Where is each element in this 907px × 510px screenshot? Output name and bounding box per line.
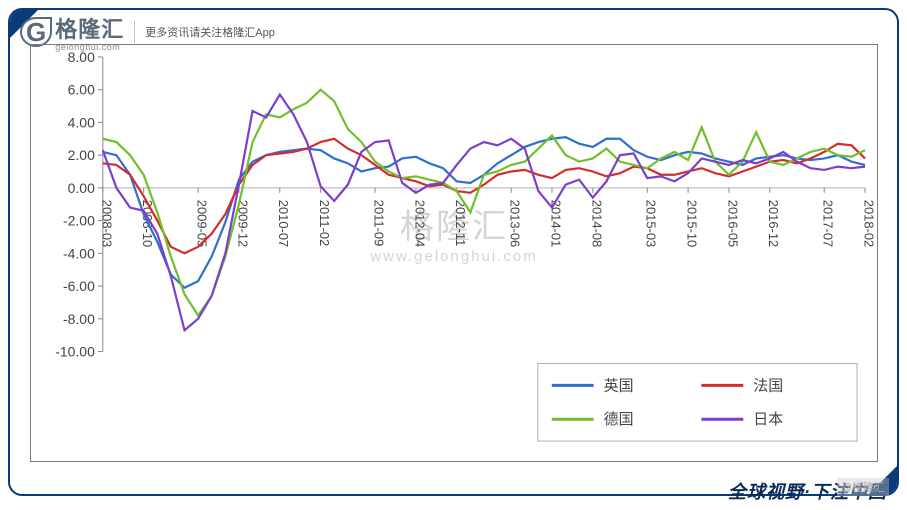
- legend-label: 法国: [753, 377, 783, 394]
- svg-text:2016-05: 2016-05: [725, 200, 740, 247]
- svg-text:2015-03: 2015-03: [644, 200, 659, 247]
- svg-text:2018-02: 2018-02: [862, 200, 877, 247]
- svg-text:2009-05: 2009-05: [195, 200, 210, 247]
- svg-text:2015-10: 2015-10: [685, 200, 700, 247]
- legend-box: [538, 363, 857, 441]
- svg-text:2011-09: 2011-09: [372, 200, 387, 246]
- logo-text: 格隆汇: [55, 12, 124, 44]
- chart-container: 格隆汇 www.gelonghui.com 8.006.004.002.000.…: [30, 44, 878, 462]
- svg-text:2016-12: 2016-12: [766, 200, 781, 247]
- header-note: 更多资讯请关注格隆汇App: [145, 24, 275, 40]
- svg-text:2010-07: 2010-07: [276, 200, 291, 247]
- footer-corner-watermark: @格隆汇: [837, 478, 889, 496]
- logo-glyph-icon: G: [20, 17, 52, 47]
- svg-text:2017-07: 2017-07: [821, 200, 836, 247]
- series-英国: [103, 137, 865, 288]
- series-法国: [103, 139, 865, 254]
- legend-label: 日本: [753, 411, 783, 428]
- header-divider: [134, 21, 135, 43]
- svg-text:2.00: 2.00: [68, 147, 95, 163]
- svg-text:2013-06: 2013-06: [508, 200, 523, 247]
- svg-text:-4.00: -4.00: [63, 245, 95, 261]
- svg-text:2012-04: 2012-04: [412, 200, 427, 247]
- svg-text:0.00: 0.00: [68, 180, 95, 196]
- svg-text:2011-02: 2011-02: [317, 200, 332, 246]
- svg-text:-8.00: -8.00: [63, 311, 95, 327]
- svg-text:8.00: 8.00: [68, 49, 95, 65]
- legend-label: 英国: [604, 376, 634, 394]
- svg-text:4.00: 4.00: [68, 114, 95, 130]
- svg-text:-10.00: -10.00: [55, 344, 95, 360]
- svg-text:-6.00: -6.00: [63, 278, 95, 294]
- legend-label: 德国: [604, 410, 634, 428]
- svg-text:2008-03: 2008-03: [99, 200, 114, 247]
- line-chart: 8.00 6.00 4.00 2.00 0.00 -2.00 -4.00 -6.00 -8.00…: [31, 45, 877, 461]
- series-日本: [103, 95, 865, 331]
- svg-text:-2.00: -2.00: [63, 213, 95, 229]
- svg-text:6.00: 6.00: [68, 82, 95, 98]
- svg-text:2014-08: 2014-08: [589, 200, 604, 247]
